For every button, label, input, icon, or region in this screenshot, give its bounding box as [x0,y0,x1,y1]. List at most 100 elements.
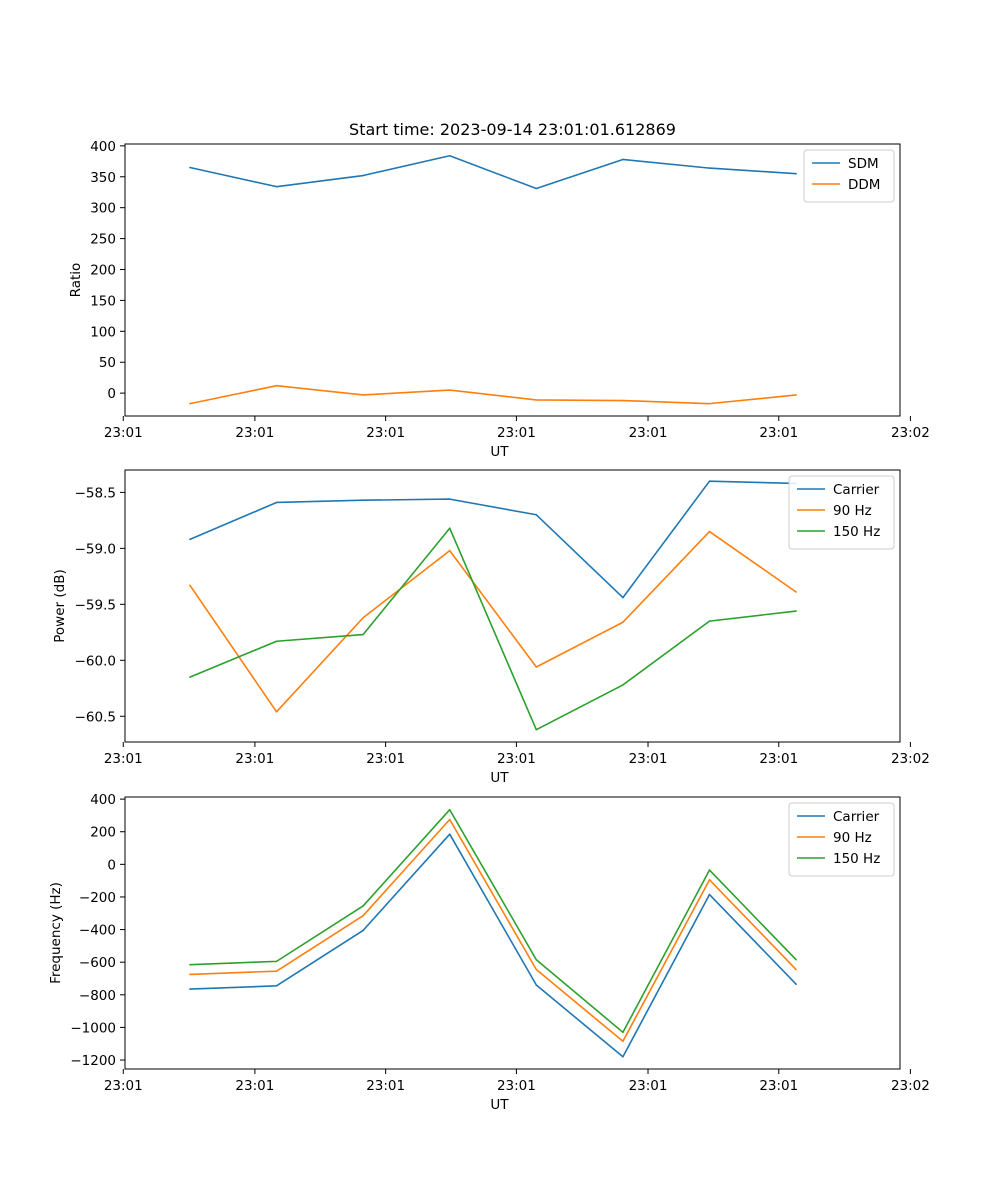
data-point [795,983,797,986]
axes-frame [124,143,901,417]
y-tick-label: 200 [90,262,116,278]
series-line [189,818,797,1043]
legend-label: Carrier [833,809,880,825]
x-tick-label: 23:01 [759,425,798,441]
data-point [708,480,711,482]
data-point [622,621,624,624]
series-line [189,154,797,190]
y-tick-label: −58.5 [75,485,116,501]
y-axis-label: Power (dB) [52,569,68,642]
x-tick-label: 23:01 [629,425,668,441]
data-point [535,187,538,190]
y-axis-label: Frequency (Hz) [48,882,64,984]
data-point [795,394,797,396]
power-subplot: 23:01 23:01 23:01 23:01 23:01 23:01 23:02 −58.5… [52,469,930,786]
y-tick-label: 400 [90,792,116,808]
data-point [448,818,451,821]
data-point [362,499,364,502]
x-tick-label: 23:01 [235,425,274,441]
x-tick-label: 23:01 [104,1078,143,1094]
x-tick-label: 23:01 [759,751,798,767]
y-tick-label: 150 [90,293,116,309]
data-point [362,633,364,636]
data-point [708,530,711,533]
y-tick-label: 50 [99,355,116,371]
data-point [362,914,364,917]
x-tick-label: 23:01 [104,751,143,767]
legend-label: 150 Hz [833,524,880,540]
data-point [535,513,538,516]
data-point [275,501,278,504]
data-point [275,970,278,972]
y-tick-label: 100 [90,324,116,340]
data-point [622,1031,624,1034]
x-tick-label: 23:02 [891,425,930,441]
y-tick-label: 250 [90,232,116,248]
x-tick-label: 23:01 [366,751,405,767]
y-tick-label: 300 [90,201,116,217]
data-point [448,389,451,391]
y-tick-label: 0 [107,857,116,873]
x-axis-label: UT [490,444,509,460]
data-point [448,154,451,157]
x-axis-label: UT [490,770,509,786]
y-tick-label: 350 [90,170,116,186]
x-tick-label: 23:01 [629,751,668,767]
data-point [448,808,451,811]
legend-label: 150 Hz [833,851,880,867]
data-point [189,973,191,976]
data-point [535,968,538,971]
data-point [795,968,797,971]
data-point [362,929,364,932]
data-point [708,620,711,622]
data-point [622,596,624,599]
series-line [189,833,797,1058]
data-point [535,728,538,731]
x-tick-label: 23:02 [891,1078,930,1094]
series-line [189,527,797,731]
y-tick-label: −800 [79,988,116,1004]
chart-title: Start time: 2023-09-14 23:01:01.612869 [349,120,676,139]
data-point [448,833,451,835]
data-point [708,869,711,871]
legend-label: 90 Hz [833,830,872,846]
y-tick-label: −400 [79,923,116,939]
series-line [189,530,797,713]
y-tick-label: −1000 [70,1020,116,1036]
y-tick-label: 0 [107,386,116,402]
x-tick-label: 23:01 [235,1078,274,1094]
x-tick-label: 23:01 [366,1078,405,1094]
ratio-subplot: Start time: 2023-09-14 23:01:01.612869 23… [68,120,930,460]
legend-label: 90 Hz [833,503,872,519]
legend-label: DDM [848,177,880,193]
x-tick-label: 23:01 [759,1078,798,1094]
data-point [189,538,191,541]
y-tick-label: 200 [90,825,116,841]
data-point [622,399,624,402]
x-tick-label: 23:01 [497,425,536,441]
data-point [275,384,278,387]
data-point [189,584,191,587]
legend-label: Carrier [833,482,880,498]
data-point [362,616,364,619]
y-tick-label: −59.0 [75,541,116,557]
axes-frame [124,469,901,743]
data-point [275,640,278,643]
y-tick-label: −59.5 [75,597,116,613]
x-tick-label: 23:02 [891,751,930,767]
data-point [275,710,278,713]
data-point [448,527,451,530]
y-axis-label: Ratio [68,263,84,298]
data-point [275,960,278,963]
data-point [622,158,624,161]
x-tick-label: 23:01 [497,1078,536,1094]
data-point [708,402,711,405]
data-point [708,167,711,169]
axes-frame [124,796,901,1070]
y-tick-label: −60.5 [75,709,116,725]
y-tick-label: −200 [79,890,116,906]
data-point [189,988,191,990]
data-point [362,394,364,396]
x-tick-label: 23:01 [104,425,143,441]
